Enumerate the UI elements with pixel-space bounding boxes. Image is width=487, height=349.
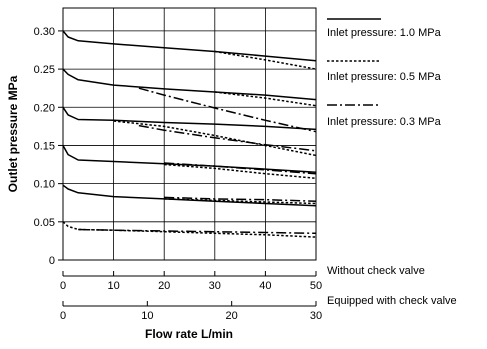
x-axis-2-label: Equipped with check valve [327, 295, 457, 307]
x-axis-1-label-20: 20 [158, 280, 170, 292]
x-axis-2-label-30: 30 [310, 310, 322, 322]
y-tick-label-0.10: 0.10 [34, 179, 55, 191]
y-tick-label-0: 0 [49, 255, 55, 267]
x-axis-1-label: Without check valve [327, 265, 425, 277]
series-line-solid-set-025-inlet-10 [62, 68, 317, 101]
x-axis-2-label-0: 0 [60, 310, 66, 322]
series-line-dashdot-set-020-inlet-03 [138, 124, 317, 152]
series-line-dotted-set-015-inlet-05 [164, 163, 317, 180]
y-axis: 0 0.05 0.10 0.15 0.20 0.25 0.30 [34, 26, 63, 267]
legend-label-2: Inlet pressure: 0.5 MPa [327, 71, 442, 83]
y-tick-label-0.15: 0.15 [34, 140, 55, 152]
y-tick-label-0.20: 0.20 [34, 102, 55, 114]
y-tick-label-0.25: 0.25 [34, 64, 55, 76]
series-line-dashdot-set-005-inlet-03 [78, 228, 317, 235]
legend-label-1: Inlet pressure: 1.0 MPa [327, 27, 442, 39]
series-line-solid-set-010-inlet-10 [62, 184, 317, 207]
legend-label-3: Inlet pressure: 0.3 MPa [327, 116, 442, 128]
legend: Inlet pressure: 1.0 MPa Inlet pressure: … [327, 18, 442, 128]
x-axis-title: Flow rate L/min [145, 327, 233, 341]
x-axis-1-label-30: 30 [209, 280, 221, 292]
x-axis-2-label-10: 10 [141, 310, 153, 322]
x-axis-1-label-40: 40 [259, 280, 271, 292]
series-line-dotted-set-010-inlet-05 [164, 198, 317, 205]
grid [63, 8, 316, 260]
series-line-dashdot-set-010-inlet-03 [164, 196, 317, 202]
x-axis-with-check-valve: 0 10 20 30 [60, 301, 322, 322]
x-axis-without-check-valve: 0 10 20 30 40 50 [60, 271, 322, 292]
series-layer [62, 30, 317, 238]
x-axis-1-label-0: 0 [60, 280, 66, 292]
series-line-dashdot-set-015-inlet-03 [164, 162, 317, 175]
y-tick-label-0.30: 0.30 [34, 26, 55, 38]
series-line-solid-set-020-inlet-10 [62, 106, 317, 131]
series-line-dotted-set-025-inlet-05 [214, 91, 317, 107]
series-line-dotted-set-020-inlet-05 [113, 120, 317, 157]
series-line-solid-set-030-inlet-10 [62, 30, 317, 62]
x-axis-1-label-10: 10 [107, 280, 119, 292]
y-axis-title: Outlet pressure MPa [6, 75, 20, 192]
y-tick-label-0.05: 0.05 [34, 217, 55, 229]
x-axis-1-label-50: 50 [310, 280, 322, 292]
series-line-dotted-set-030-inlet-05 [214, 50, 317, 70]
series-line-dashdot-set-025-inlet-03 [138, 87, 317, 133]
x-axis-2-label-20: 20 [226, 310, 238, 322]
